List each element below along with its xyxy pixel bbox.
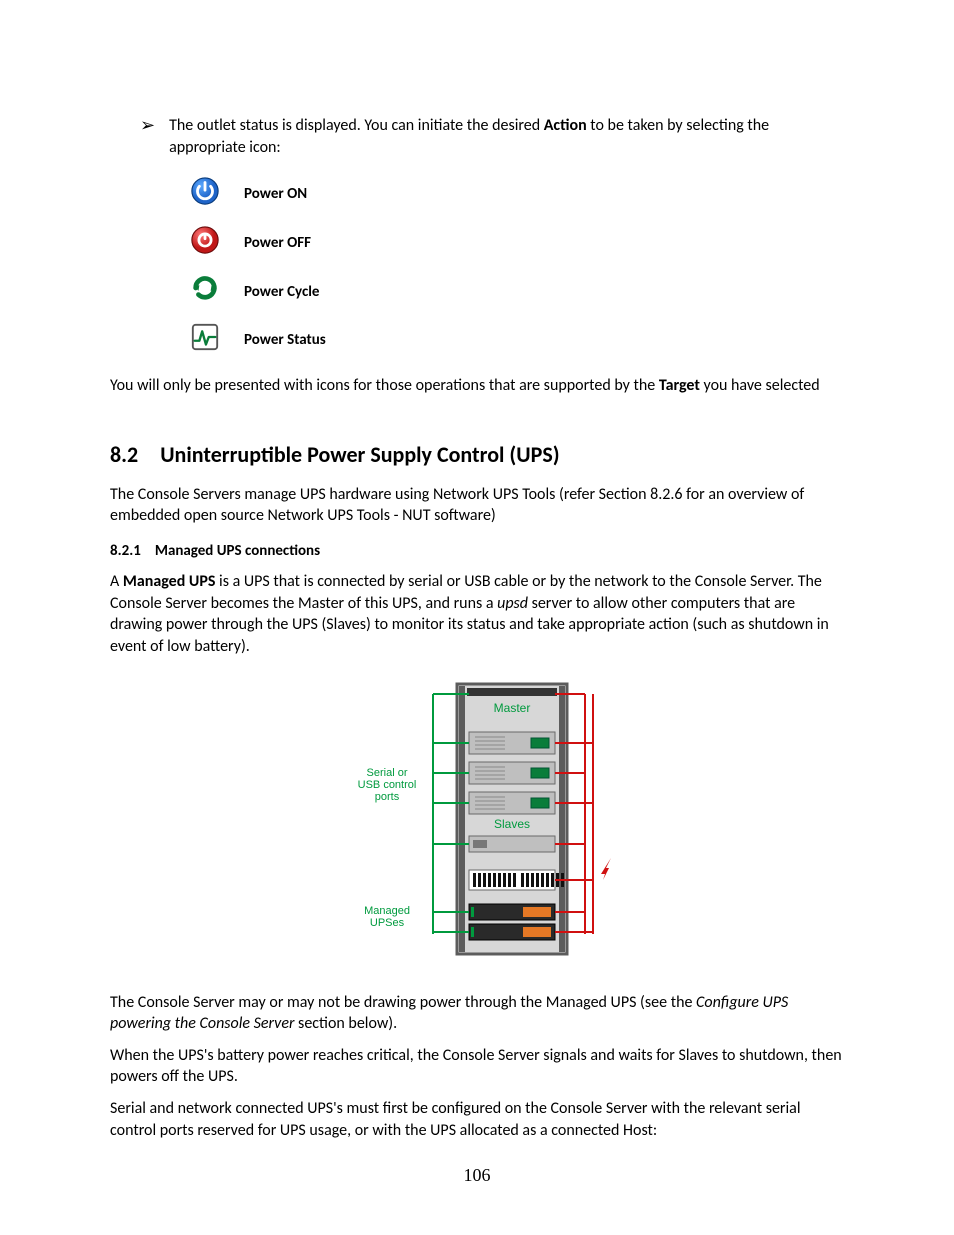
p1-bold: Managed UPS (123, 572, 216, 591)
paragraph-configuration-note: Serial and network connected UPS's must … (110, 1098, 844, 1141)
subsection-heading: 8.2.1 Managed UPS connections (110, 541, 844, 561)
svg-text:Slaves: Slaves (494, 817, 530, 831)
section-heading: 8.2 Uninterruptible Power Supply Control… (110, 440, 844, 470)
svg-text:ManagedUPSes: ManagedUPSes (364, 905, 410, 929)
power-off-icon (188, 219, 244, 268)
section-number: 8.2 (110, 440, 138, 470)
icon-action-row: Power ON (188, 170, 348, 219)
icon-action-label: Power Status (244, 316, 348, 365)
icon-action-row: Power Status (188, 316, 348, 365)
paragraph-configure-ups: The Console Server may or may not be dra… (110, 992, 844, 1035)
power-cycle-icon (188, 267, 244, 316)
icon-action-row: Power Cycle (188, 267, 348, 316)
svg-text:Master: Master (494, 701, 531, 715)
section-intro: The Console Servers manage UPS hardware … (110, 484, 844, 527)
after-icons-note: You will only be presented with icons fo… (110, 375, 844, 397)
subsection-title: Managed UPS connections (155, 541, 320, 561)
after-icons-after: you have selected (700, 376, 820, 395)
page-number: 106 (0, 1163, 954, 1187)
after-icons-bold: Target (659, 376, 700, 395)
icon-action-table: Power ON Power OFF Power Cycle Power Sta… (188, 170, 348, 364)
icon-action-label: Power OFF (244, 219, 348, 268)
p2-b: section below). (294, 1014, 397, 1033)
subsection-number: 8.2.1 (110, 541, 141, 561)
managed-ups-paragraph: A Managed UPS is a UPS that is connected… (110, 571, 844, 657)
p1-italic: upsd (497, 594, 528, 613)
rack-diagram: Master Slaves Serial orUSB controlports Man… (110, 676, 844, 966)
paragraph-battery-critical: When the UPS's battery power reaches cri… (110, 1045, 844, 1088)
bullet-action-word: Action (544, 116, 587, 135)
power-status-icon (188, 316, 244, 365)
p1-a: A (110, 572, 123, 591)
section-title: Uninterruptible Power Supply Control (UP… (160, 440, 559, 470)
icon-action-row: Power OFF (188, 219, 348, 268)
bullet-item: ➢ The outlet status is displayed. You ca… (140, 115, 844, 158)
bullet-text: The outlet status is displayed. You can … (169, 115, 844, 158)
rack-diagram-svg: Master Slaves Serial orUSB controlports Man… (327, 676, 627, 966)
document-page: ➢ The outlet status is displayed. You ca… (0, 0, 954, 1235)
after-icons-before: You will only be presented with icons fo… (110, 376, 659, 395)
svg-text:Serial orUSB controlports: Serial orUSB controlports (358, 767, 417, 803)
bullet-text-before: The outlet status is displayed. You can … (169, 116, 544, 135)
p2-a: The Console Server may or may not be dra… (110, 993, 696, 1012)
power-on-icon (188, 170, 244, 219)
icon-action-label: Power Cycle (244, 267, 348, 316)
bullet-glyph: ➢ (140, 115, 169, 137)
icon-action-label: Power ON (244, 170, 348, 219)
